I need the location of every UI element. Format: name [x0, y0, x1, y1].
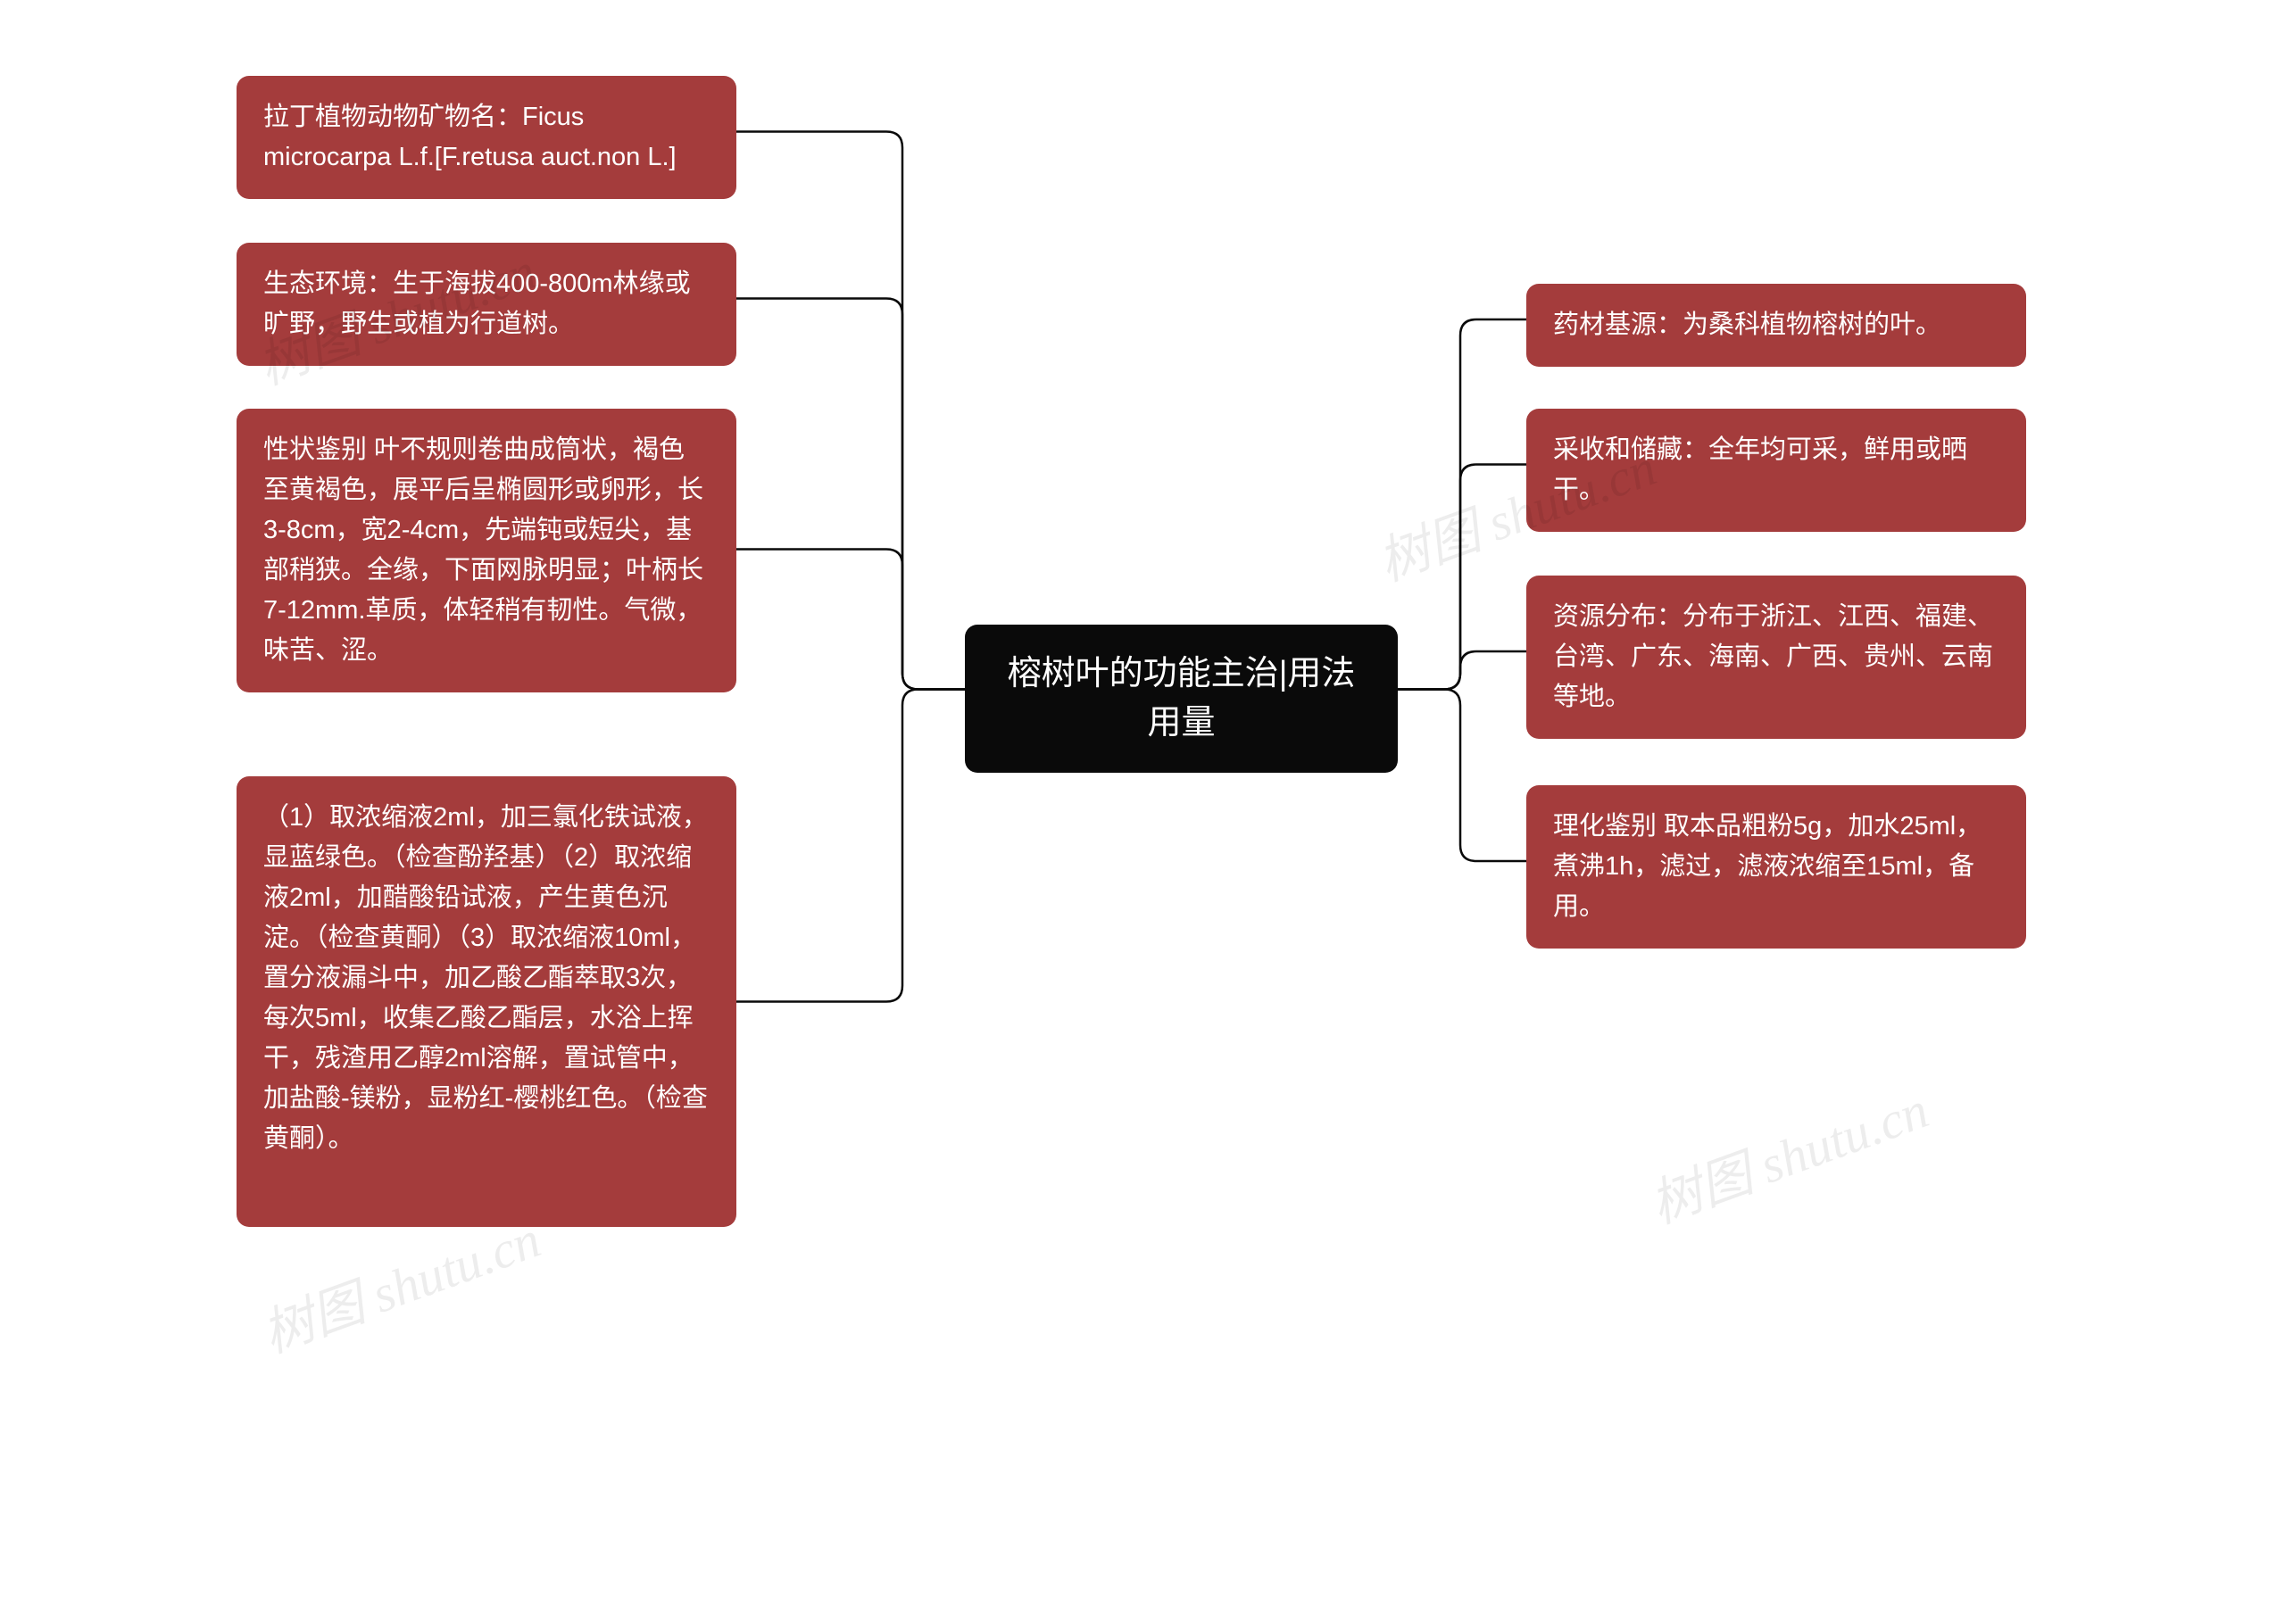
node-text: 性状鉴别 叶不规则卷曲成筒状，褐色至黄褐色，展平后呈椭圆形或卵形，长3-8cm，… — [263, 435, 703, 665]
center-node: 榕树叶的功能主治|用法用量 — [965, 625, 1398, 773]
branch-node-latin-name: 拉丁植物动物矿物名：Ficus microcarpa L.f.[F.retusa… — [237, 76, 736, 199]
mindmap-canvas: 榕树叶的功能主治|用法用量 拉丁植物动物矿物名：Ficus microcarpa… — [0, 0, 2285, 1624]
watermark: 树图 shutu.cn — [1638, 1068, 1937, 1238]
branch-node-ecology: 生态环境：生于海拔400-800m林缘或旷野，野生或植为行道树。 — [237, 243, 736, 366]
branch-node-chemical-tests: （1）取浓缩液2ml，加三氯化铁试液，显蓝绿色。（检查酚羟基）（2）取浓缩液2m… — [237, 776, 736, 1227]
node-text: 生态环境：生于海拔400-800m林缘或旷野，野生或植为行道树。 — [263, 269, 691, 338]
node-text: 理化鉴别 取本品粗粉5g，加水25ml，煮沸1h，滤过，滤液浓缩至15ml，备用… — [1553, 812, 1982, 921]
node-text: 拉丁植物动物矿物名：Ficus microcarpa L.f.[F.retusa… — [263, 103, 677, 171]
branch-node-distribution: 资源分布：分布于浙江、江西、福建、台湾、广东、海南、广西、贵州、云南等地。 — [1526, 576, 2026, 739]
branch-node-appearance: 性状鉴别 叶不规则卷曲成筒状，褐色至黄褐色，展平后呈椭圆形或卵形，长3-8cm，… — [237, 409, 736, 692]
branch-node-harvest: 采收和储藏：全年均可采，鲜用或晒干。 — [1526, 409, 2026, 532]
node-text: 资源分布：分布于浙江、江西、福建、台湾、广东、海南、广西、贵州、云南等地。 — [1553, 602, 1993, 711]
branch-node-physiochemical: 理化鉴别 取本品粗粉5g，加水25ml，煮沸1h，滤过，滤液浓缩至15ml，备用… — [1526, 785, 2026, 949]
node-text: （1）取浓缩液2ml，加三氯化铁试液，显蓝绿色。（检查酚羟基）（2）取浓缩液2m… — [263, 803, 708, 1153]
node-text: 药材基源：为桑科植物榕树的叶。 — [1553, 311, 1941, 339]
node-text: 采收和储藏：全年均可采，鲜用或晒干。 — [1553, 435, 1967, 504]
branch-node-source: 药材基源：为桑科植物榕树的叶。 — [1526, 284, 2026, 367]
center-label: 榕树叶的功能主治|用法用量 — [1008, 655, 1356, 742]
